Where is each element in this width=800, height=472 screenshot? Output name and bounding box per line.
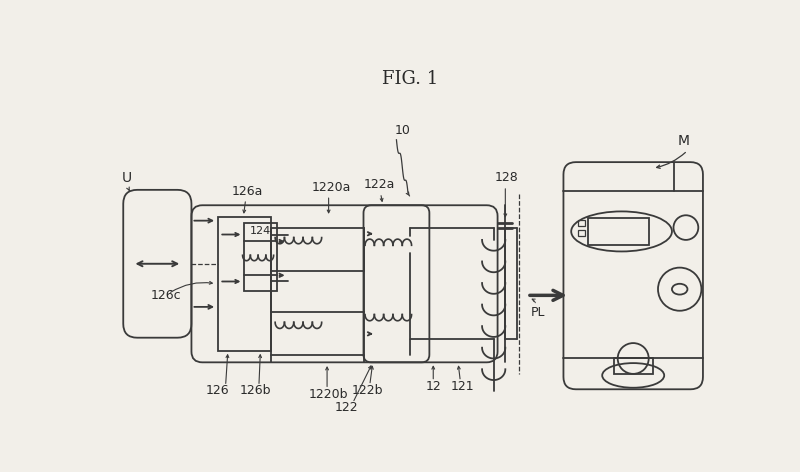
Text: 122a: 122a (363, 178, 394, 191)
Bar (614, 358, 653, 374)
Text: 126a: 126a (231, 185, 263, 198)
Bar (218, 217, 270, 351)
Text: FIG. 1: FIG. 1 (382, 70, 438, 89)
Bar (578, 220, 585, 226)
Text: 128: 128 (495, 171, 518, 185)
Bar (588, 218, 649, 245)
Text: 1220b: 1220b (309, 388, 348, 401)
Text: 121: 121 (451, 380, 474, 393)
Text: 122b: 122b (352, 384, 383, 397)
Text: 124: 124 (250, 226, 271, 236)
Text: M: M (678, 134, 690, 148)
Bar (270, 228, 363, 271)
Text: U: U (122, 171, 132, 185)
Text: 122: 122 (334, 401, 358, 414)
Text: 10: 10 (394, 125, 410, 137)
Text: 126b: 126b (239, 384, 270, 397)
Text: 126: 126 (206, 384, 230, 397)
Bar (270, 312, 363, 354)
Text: 12: 12 (426, 380, 441, 393)
Text: 126c: 126c (151, 289, 182, 302)
Bar (244, 223, 277, 291)
Text: PL: PL (531, 306, 546, 319)
Text: 1220a: 1220a (311, 181, 350, 194)
Bar (578, 230, 585, 236)
